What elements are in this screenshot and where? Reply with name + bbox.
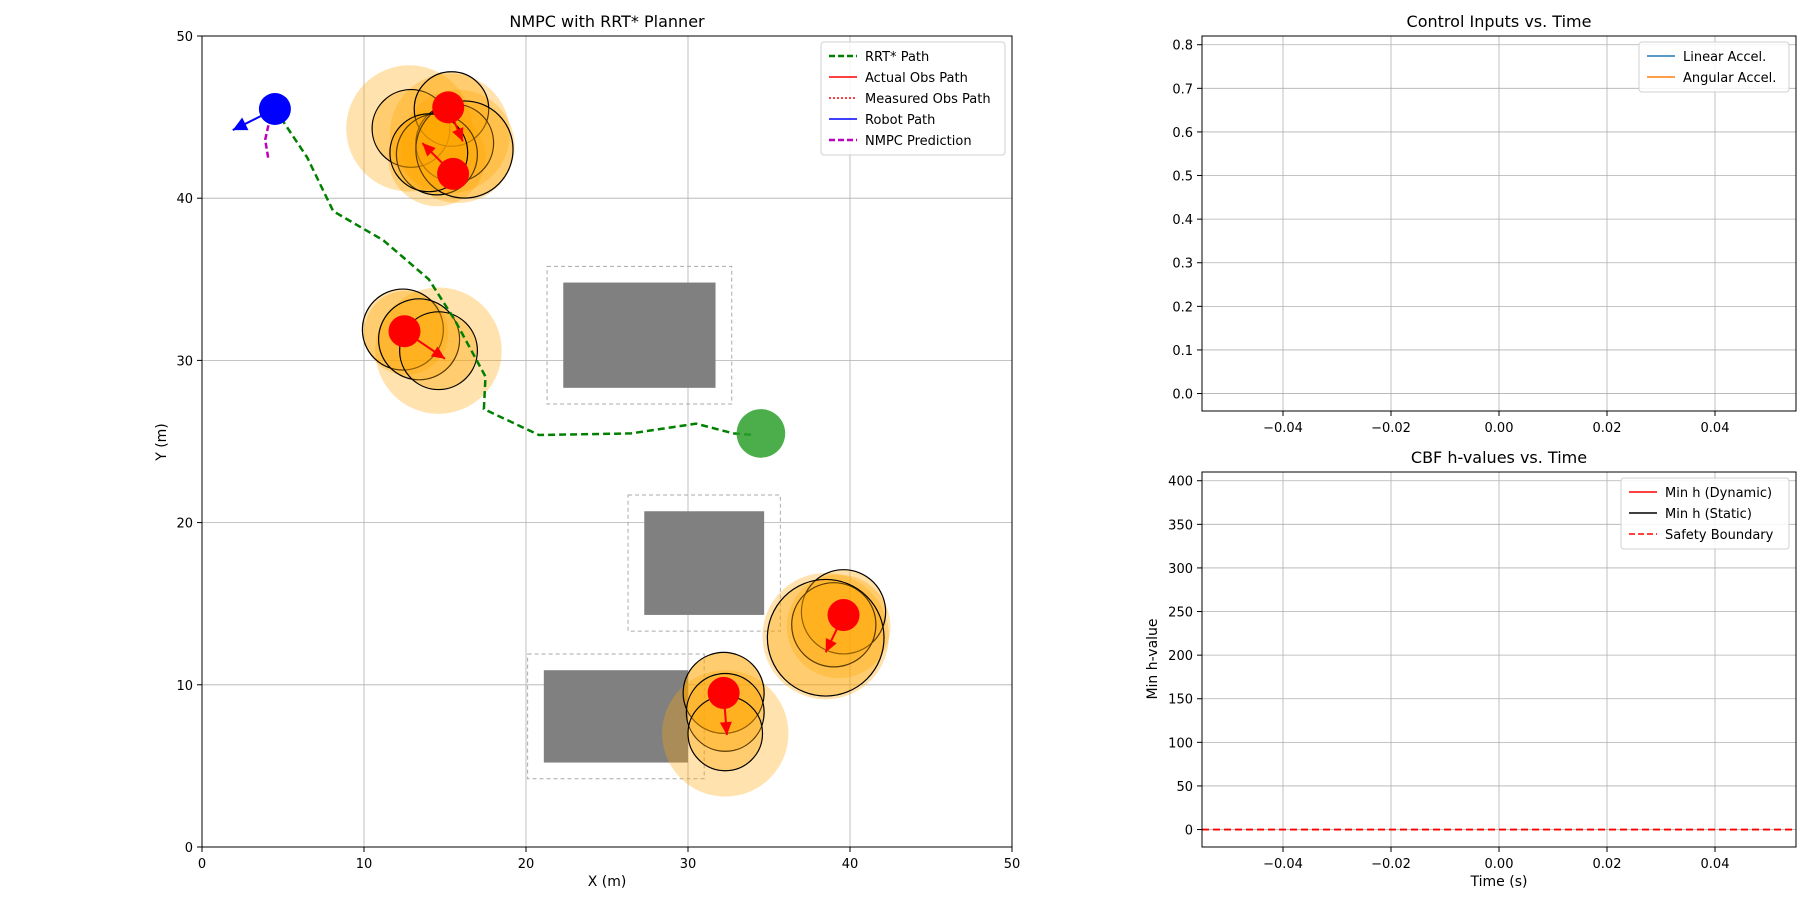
legend-label: RRT* Path (865, 50, 929, 65)
x-tick-label: −0.04 (1263, 857, 1303, 872)
y-tick-label: 0.6 (1172, 126, 1193, 141)
static-obstacle (644, 511, 765, 615)
dynamic-obstacle (432, 91, 465, 124)
cbf-frame (1201, 471, 1797, 848)
goal-marker (736, 409, 786, 458)
robot (258, 92, 291, 125)
control-title: Control Inputs vs. Time (1407, 12, 1592, 31)
obstacle-arrow-head (430, 346, 445, 359)
x-tick-label: −0.04 (1263, 421, 1303, 436)
y-tick-label: 50 (1176, 780, 1193, 795)
dynamic-obstacle (827, 599, 860, 632)
obstacle-margin (527, 653, 705, 780)
obstacle-arrow-head (422, 143, 436, 157)
legend-label: Min h (Static) (1665, 507, 1752, 522)
y-tick-label: 250 (1168, 606, 1193, 621)
cbf-ylabel: Min h-value (1145, 618, 1161, 699)
legend-label: Min h (Dynamic) (1665, 486, 1772, 501)
legend-label: Robot Path (865, 113, 935, 128)
x-tick-label: 40 (842, 857, 859, 872)
cbf-title: CBF h-values vs. Time (1411, 448, 1587, 467)
obstacle-safety-zone (762, 572, 889, 700)
map-axes: NMPC with RRT* Planner X (m) Y (m) 0 10 20… (154, 12, 1020, 890)
static-obstacle (563, 282, 716, 388)
legend-label: Measured Obs Path (865, 92, 991, 107)
y-tick-label: 0.7 (1172, 82, 1193, 97)
legend-box (1620, 477, 1790, 550)
control-frame (1201, 35, 1797, 412)
obstacle-arrow-head (719, 721, 732, 736)
legend-box (820, 41, 1006, 156)
map-title: NMPC with RRT* Planner (509, 12, 705, 31)
x-tick-label: 0.04 (1701, 421, 1730, 436)
y-tick-label: 30 (176, 354, 193, 369)
legend-box (1638, 41, 1790, 93)
y-tick-label: 400 (1168, 475, 1193, 490)
x-tick-label: 0.00 (1485, 857, 1514, 872)
legend-label: Actual Obs Path (865, 71, 968, 86)
y-tick-label: 0 (185, 841, 193, 856)
x-tick-label: 50 (1004, 857, 1021, 872)
map-ylabel: Y (m) (154, 423, 170, 462)
static-obstacle (543, 670, 688, 763)
legend-label: Angular Accel. (1683, 71, 1776, 86)
nmpc-prediction (263, 124, 270, 160)
x-tick-label: 0.00 (1485, 421, 1514, 436)
rrt-path (273, 108, 755, 437)
legend-label: NMPC Prediction (865, 134, 972, 149)
y-tick-label: 0.2 (1172, 300, 1193, 315)
cbf-axes: CBF h-values vs. Time Time (s) Min h-val… (1145, 448, 1797, 890)
robot-arrow-head (232, 117, 249, 131)
y-tick-label: 100 (1168, 736, 1193, 751)
y-tick-label: 0.3 (1172, 257, 1193, 272)
y-tick-label: 0.1 (1172, 344, 1193, 359)
obstacle-margin (546, 265, 733, 405)
x-tick-label: 0.02 (1593, 421, 1622, 436)
y-tick-label: 40 (176, 192, 193, 207)
y-tick-label: 50 (176, 30, 193, 45)
x-tick-label: 0.02 (1593, 857, 1622, 872)
obstacle-safety-zone (401, 89, 515, 203)
y-tick-label: 300 (1168, 562, 1193, 577)
obstacle-arrow-head (452, 127, 464, 142)
dynamic-obstacle (388, 315, 421, 348)
map-frame (201, 35, 1013, 848)
y-tick-label: 150 (1168, 693, 1193, 708)
obstacle-prediction-ring (766, 578, 885, 697)
y-tick-label: 0 (1185, 824, 1193, 839)
control-axes: Control Inputs vs. Time −0.04 −0.02 0.00 0.… (1172, 12, 1797, 436)
x-tick-label: −0.02 (1371, 857, 1411, 872)
dynamic-obstacle (707, 676, 740, 709)
x-tick-label: 20 (518, 857, 535, 872)
y-tick-label: 0.8 (1172, 39, 1193, 54)
x-tick-label: 0.04 (1701, 857, 1730, 872)
legend-label: Safety Boundary (1665, 528, 1774, 543)
y-tick-label: 0.5 (1172, 170, 1193, 185)
y-tick-label: 0.4 (1172, 213, 1193, 228)
x-tick-label: −0.02 (1371, 421, 1411, 436)
x-tick-label: 0 (198, 857, 206, 872)
map-xlabel: X (m) (588, 874, 627, 890)
y-tick-label: 200 (1168, 649, 1193, 664)
legend-label: Linear Accel. (1683, 50, 1766, 65)
y-tick-label: 20 (176, 517, 193, 532)
x-tick-label: 10 (356, 857, 373, 872)
dynamic-obstacle (437, 157, 470, 190)
x-tick-label: 30 (680, 857, 697, 872)
cbf-xlabel: Time (s) (1470, 874, 1528, 890)
obstacle-arrow-head (825, 638, 837, 653)
y-tick-label: 10 (176, 679, 193, 694)
y-tick-label: 0.0 (1172, 388, 1193, 403)
y-tick-label: 350 (1168, 518, 1193, 533)
obstacle-margin (627, 494, 781, 632)
